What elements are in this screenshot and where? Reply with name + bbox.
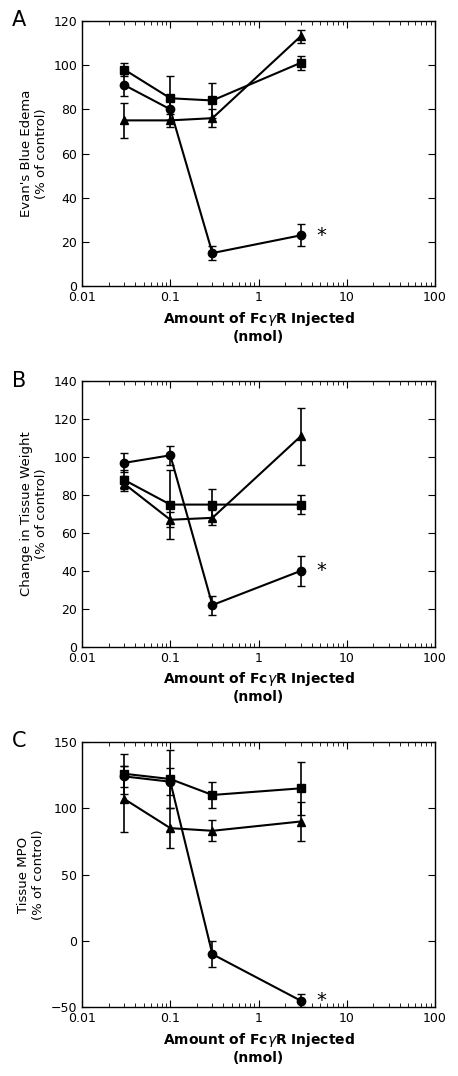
- Text: *: *: [316, 226, 326, 245]
- X-axis label: Amount of Fc$\gamma$R Injected
(nmol): Amount of Fc$\gamma$R Injected (nmol): [163, 1031, 354, 1065]
- Y-axis label: Evan's Blue Edema
(% of control): Evan's Blue Edema (% of control): [20, 90, 48, 217]
- Text: A: A: [11, 11, 26, 30]
- Y-axis label: Tissue MPO
(% of control): Tissue MPO (% of control): [17, 830, 45, 920]
- X-axis label: Amount of Fc$\gamma$R Injected
(nmol): Amount of Fc$\gamma$R Injected (nmol): [163, 670, 354, 705]
- Text: *: *: [316, 991, 326, 1010]
- Text: B: B: [11, 371, 26, 391]
- Text: *: *: [316, 562, 326, 580]
- Y-axis label: Change in Tissue Weight
(% of control): Change in Tissue Weight (% of control): [20, 431, 48, 596]
- Text: C: C: [11, 732, 26, 751]
- X-axis label: Amount of Fc$\gamma$R Injected
(nmol): Amount of Fc$\gamma$R Injected (nmol): [163, 310, 354, 344]
